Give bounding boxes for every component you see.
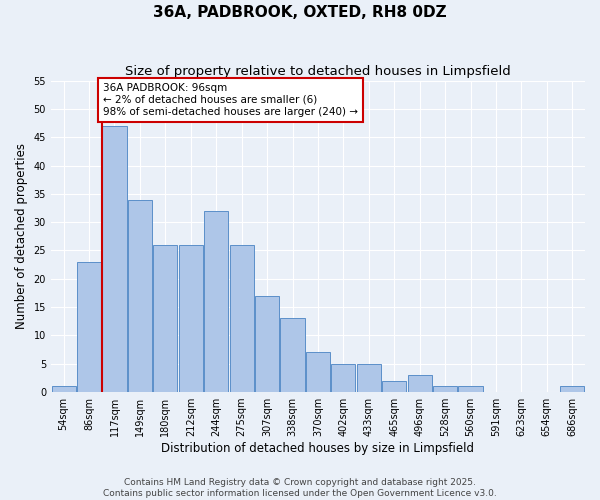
Text: 36A PADBROOK: 96sqm
← 2% of detached houses are smaller (6)
98% of semi-detached: 36A PADBROOK: 96sqm ← 2% of detached hou… [103, 84, 358, 116]
Y-axis label: Number of detached properties: Number of detached properties [15, 144, 28, 330]
Bar [280, 318, 305, 392]
Bar [204, 211, 229, 392]
Text: Contains HM Land Registry data © Crown copyright and database right 2025.
Contai: Contains HM Land Registry data © Crown c… [103, 478, 497, 498]
Bar [458, 386, 482, 392]
Bar [153, 245, 178, 392]
Title: Size of property relative to detached houses in Limpsfield: Size of property relative to detached ho… [125, 65, 511, 78]
X-axis label: Distribution of detached houses by size in Limpsfield: Distribution of detached houses by size … [161, 442, 475, 455]
Bar [407, 375, 432, 392]
Bar [255, 296, 279, 392]
Bar [357, 364, 381, 392]
Bar [128, 200, 152, 392]
Bar [382, 381, 406, 392]
Bar [560, 386, 584, 392]
Bar [331, 364, 355, 392]
Bar [103, 126, 127, 392]
Bar [179, 245, 203, 392]
Bar [306, 352, 330, 392]
Text: 36A, PADBROOK, OXTED, RH8 0DZ: 36A, PADBROOK, OXTED, RH8 0DZ [153, 5, 447, 20]
Bar [77, 262, 101, 392]
Bar [230, 245, 254, 392]
Bar [52, 386, 76, 392]
Bar [433, 386, 457, 392]
